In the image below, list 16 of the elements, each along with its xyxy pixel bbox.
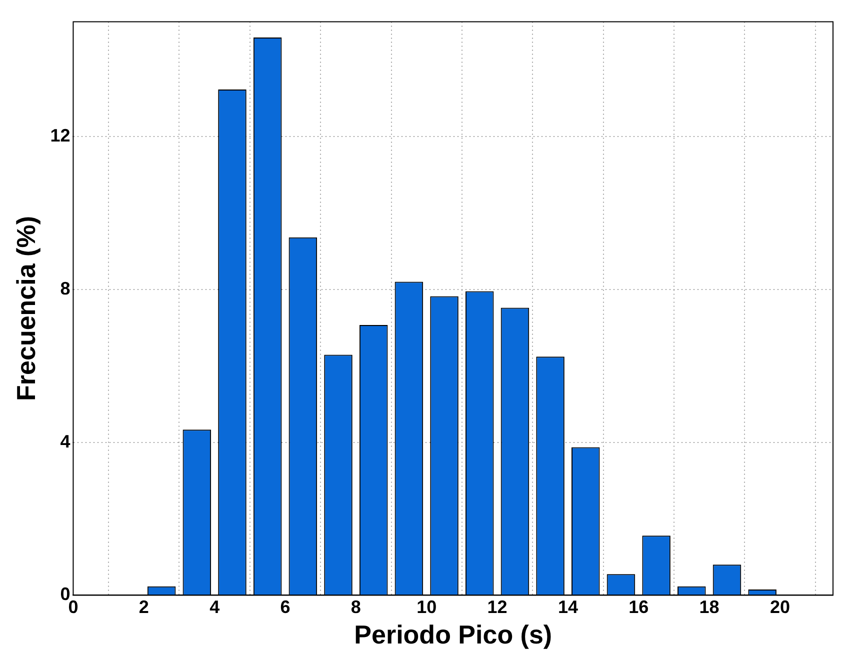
x-tick-label: 10 [416, 596, 437, 617]
x-tick-label: 8 [350, 596, 361, 617]
x-tick-label: 18 [699, 596, 720, 617]
x-tick-label: 12 [487, 596, 508, 617]
x-axis-title: Periodo Pico (s) [354, 620, 552, 650]
y-tick-label: 4 [60, 431, 70, 452]
x-tick-label: 6 [280, 596, 290, 617]
y-tick-label: 0 [60, 584, 70, 604]
x-tick-label: 16 [628, 596, 649, 617]
y-axis-title: Frecuencia (%) [10, 216, 41, 401]
y-tick-label: 8 [60, 278, 70, 298]
x-tick-label: 4 [210, 596, 220, 617]
x-tick-label: 2 [138, 596, 149, 617]
y-tick-label: 12 [50, 125, 70, 146]
x-tick-label: 14 [558, 596, 578, 617]
x-tick-label: 20 [770, 596, 790, 617]
